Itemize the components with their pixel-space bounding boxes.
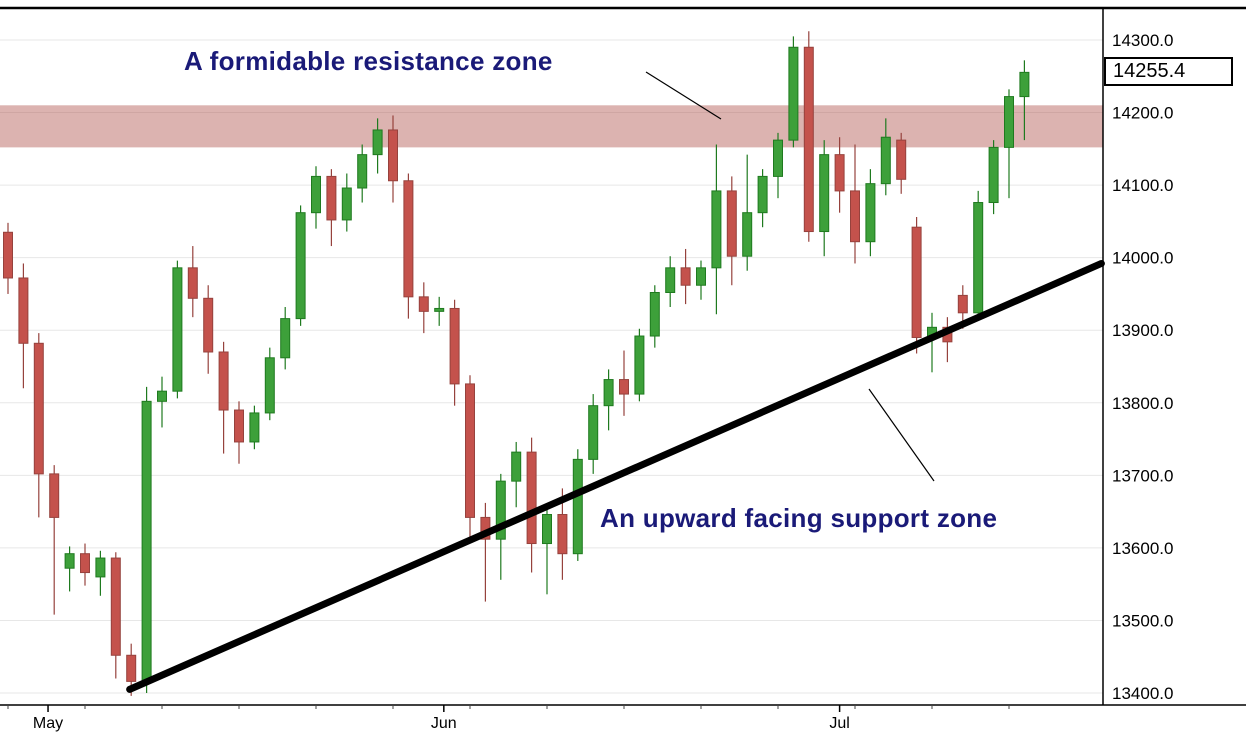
- candle-body: [234, 409, 244, 443]
- y-axis-label: 13700.0: [1112, 466, 1173, 485]
- candle-body: [957, 294, 968, 314]
- candle-body: [619, 379, 629, 395]
- candle-body: [357, 154, 368, 189]
- candle-body: [649, 291, 660, 337]
- candle-body: [465, 383, 475, 518]
- candle-body: [49, 473, 60, 518]
- candle-body: [834, 154, 845, 192]
- y-axis-label: 14300.0: [1112, 31, 1173, 50]
- candle-body: [911, 226, 922, 338]
- resistance-annotation-label: A formidable resistance zone: [184, 46, 553, 76]
- candle-body: [372, 129, 383, 156]
- candle-body: [557, 514, 568, 555]
- candle-body: [172, 267, 183, 392]
- candle-body: [542, 514, 552, 545]
- candle-body: [126, 654, 137, 682]
- candle-body: [280, 318, 291, 359]
- candle-body: [203, 297, 214, 353]
- candle-body: [418, 296, 429, 312]
- support-trendline: [126, 259, 1105, 693]
- candle-body: [18, 277, 29, 344]
- last-price-badge: 14255.4: [1104, 57, 1233, 86]
- candle-body: [634, 335, 645, 395]
- candle-body: [1019, 71, 1030, 98]
- candle-body: [341, 187, 352, 221]
- candle-body: [973, 202, 984, 314]
- candle-body: [141, 400, 152, 682]
- x-axis-label: Jun: [431, 715, 457, 732]
- y-axis-label: 14200.0: [1112, 104, 1173, 123]
- candle-body: [95, 557, 106, 578]
- candle-body: [757, 175, 768, 214]
- candle-body: [64, 553, 75, 569]
- y-axis-label: 13400.0: [1112, 684, 1173, 703]
- candle-body: [711, 190, 722, 269]
- candle-body: [588, 405, 599, 460]
- candle-body: [3, 231, 13, 279]
- candle-body: [264, 357, 275, 414]
- candle-body: [449, 307, 460, 385]
- candle-body: [434, 307, 445, 312]
- candle-body: [896, 139, 907, 180]
- candle-body: [311, 175, 321, 214]
- y-axis-label: 14000.0: [1112, 249, 1173, 268]
- candle-body: [726, 190, 737, 257]
- candle-body: [1004, 96, 1014, 148]
- candle-body: [495, 480, 506, 540]
- candle-body: [326, 175, 337, 221]
- candle-body: [511, 451, 522, 482]
- x-axis-label: Jul: [829, 715, 849, 732]
- candle-body: [850, 190, 860, 243]
- y-axis-label: 13500.0: [1112, 611, 1173, 630]
- y-axis-label: 14100.0: [1112, 176, 1173, 195]
- candle-body: [80, 553, 90, 574]
- resistance-callout-line: [645, 71, 722, 120]
- y-axis-label: 13800.0: [1112, 394, 1173, 413]
- candle-body: [773, 139, 783, 177]
- candle-body: [803, 46, 814, 233]
- candle-body: [880, 136, 891, 185]
- support-callout-line: [868, 388, 935, 482]
- candle-body: [110, 557, 121, 656]
- candle-body: [819, 154, 830, 233]
- candle-body: [249, 412, 260, 443]
- candle-body: [218, 351, 229, 411]
- candle-body: [865, 183, 876, 243]
- candle-body: [403, 180, 414, 298]
- candle-body: [295, 212, 306, 320]
- candle-body: [157, 390, 167, 402]
- candle-body: [988, 146, 999, 204]
- y-axis-label: 13900.0: [1112, 321, 1173, 340]
- candle-body: [388, 129, 398, 182]
- candle-body: [187, 267, 198, 299]
- candle-body: [33, 342, 44, 475]
- candle-body: [788, 46, 799, 141]
- candle-body: [696, 267, 706, 286]
- candle-body: [665, 267, 676, 293]
- candle-body: [572, 458, 583, 555]
- candle-body: [603, 379, 614, 407]
- candle-body: [526, 451, 537, 545]
- candle-body: [742, 212, 753, 257]
- x-axis-label: May: [33, 715, 63, 732]
- y-axis-label: 13600.0: [1112, 539, 1173, 558]
- support-annotation-label: An upward facing support zone: [600, 503, 998, 533]
- candle-body: [680, 267, 691, 286]
- resistance-zone-band: [0, 105, 1103, 148]
